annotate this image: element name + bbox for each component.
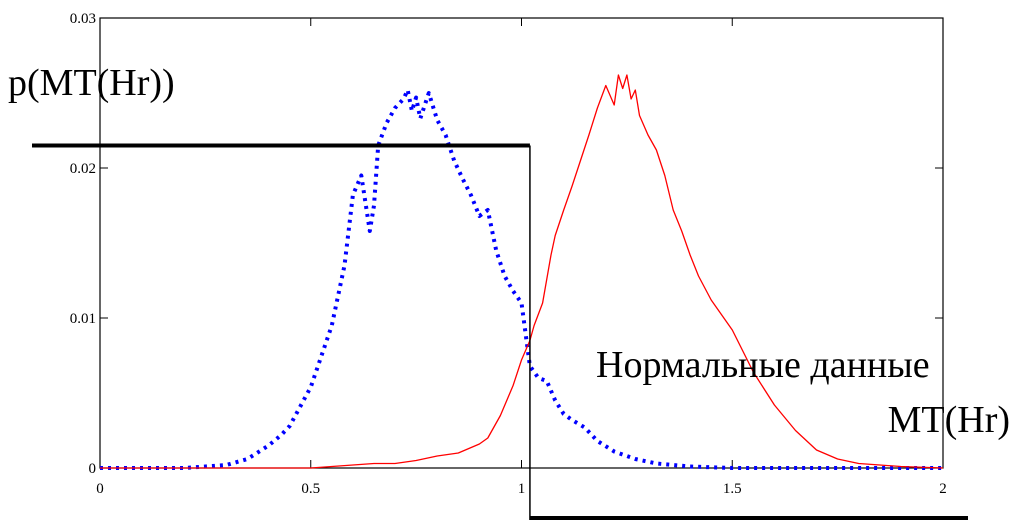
y-tick-label: 0 [89, 461, 97, 477]
x-tick-label: 0.5 [301, 481, 320, 497]
x-tick-label: 1.5 [723, 481, 742, 497]
x-axis-ticks: 0 0.5 1 1.5 2 [96, 18, 947, 497]
x-tick-label: 1 [518, 481, 526, 497]
series-line-1 [100, 88, 943, 470]
x-axis-title: MT(Hr) [888, 399, 1010, 441]
plot-frame [99, 17, 944, 469]
threshold-layer [32, 143, 968, 520]
y-tick-label: 0.03 [70, 11, 96, 27]
y-tick-label: 0.02 [70, 161, 96, 177]
x-tick-label: 0 [96, 481, 104, 497]
y-tick-label: 0.01 [70, 311, 96, 327]
y-axis-title: p(MT(Hr)) [8, 62, 175, 104]
y-axis-ticks: 0 0.01 0.02 0.03 [70, 11, 943, 477]
x-tick-label: 2 [939, 481, 947, 497]
series-layer [100, 74, 944, 470]
annotation-label: Нормальные данные [596, 344, 930, 386]
series-line-2 [100, 74, 944, 469]
